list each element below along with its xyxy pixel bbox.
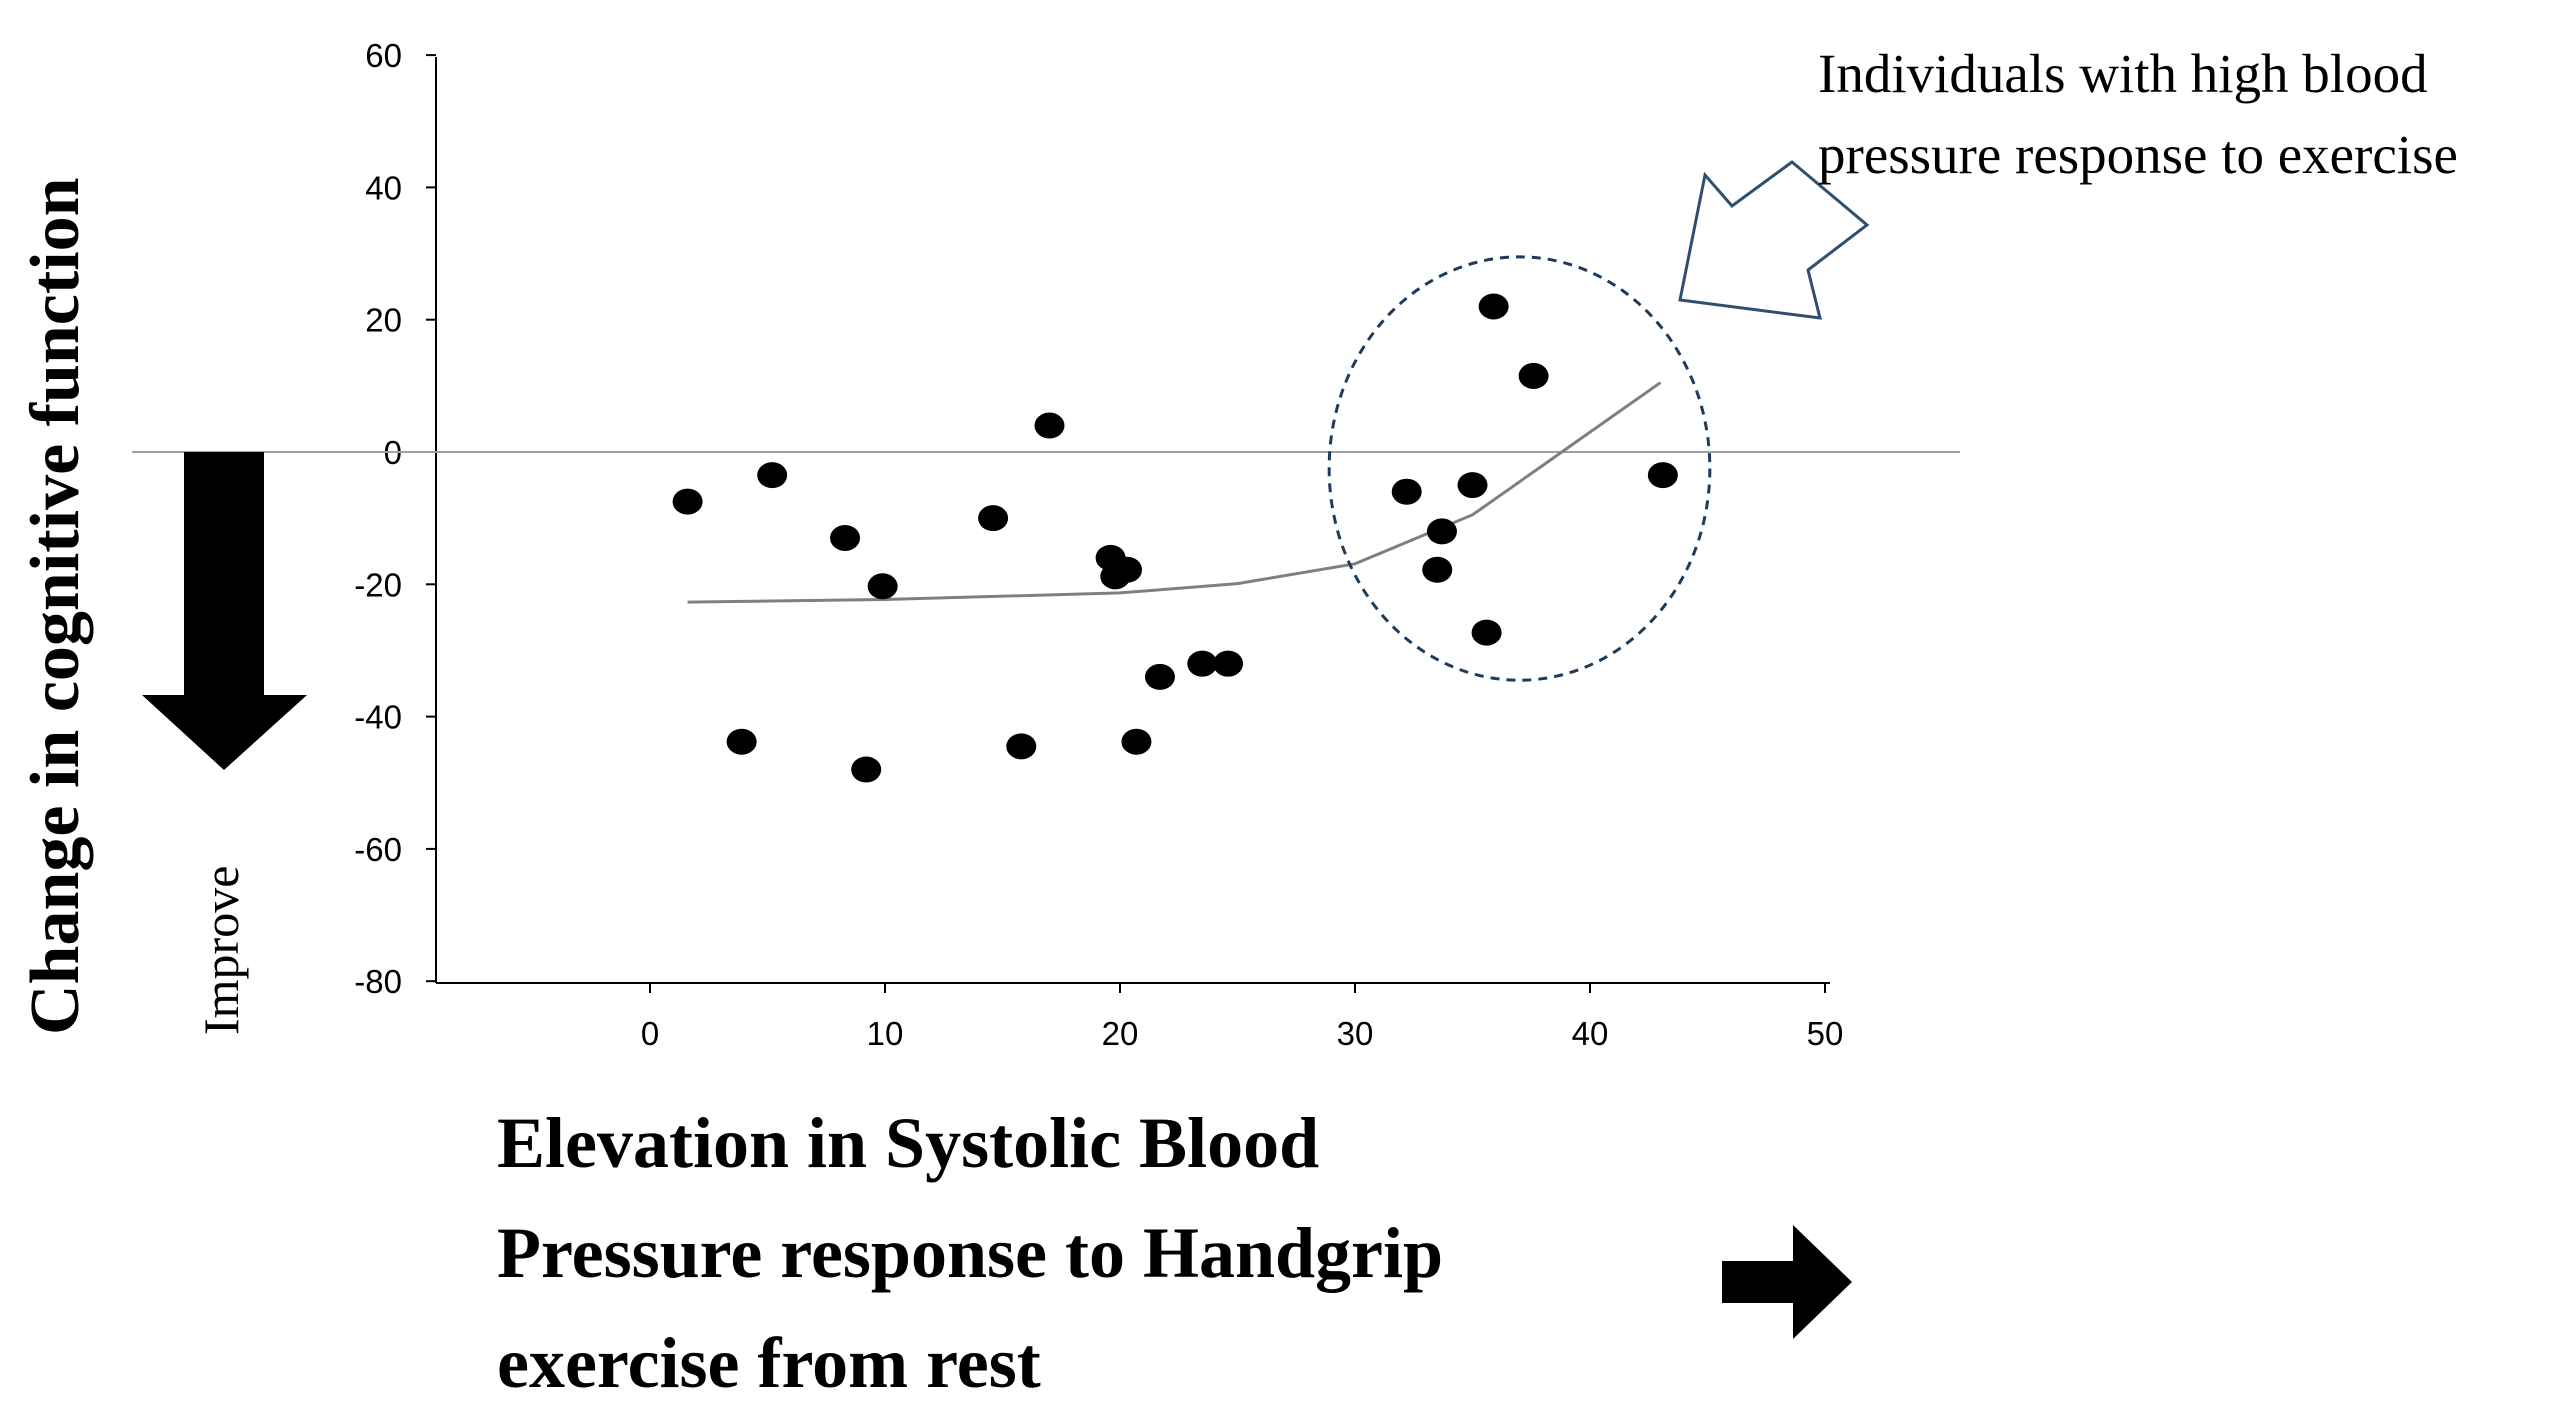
y-tick-label: -20 (354, 566, 402, 603)
data-point (1144, 663, 1175, 690)
callout-line-2: pressure response to exercise (1818, 124, 2458, 185)
data-point (1518, 362, 1549, 389)
x-tick-label: 30 (1337, 1015, 1374, 1052)
x-ticks: 0 10 20 30 40 50 (641, 983, 1844, 1052)
right-arrow-icon (1722, 1225, 1852, 1339)
x-axis-label-line-3: exercise from rest (497, 1323, 1041, 1403)
data-point (1034, 412, 1065, 439)
y-tick-label: -40 (354, 699, 402, 736)
callout-arrow-icon (1678, 160, 1870, 320)
data-point (1426, 518, 1457, 545)
data-point (1457, 472, 1488, 499)
data-point (1006, 733, 1037, 760)
down-arrow-icon (142, 452, 307, 770)
x-tick-label: 40 (1572, 1015, 1609, 1052)
data-point (1213, 650, 1244, 677)
data-point (830, 524, 861, 551)
data-point (851, 756, 882, 783)
trendline (687, 381, 1662, 604)
data-point (672, 488, 703, 515)
data-point (1478, 293, 1509, 320)
data-point (1647, 462, 1678, 489)
data-point (726, 728, 757, 755)
x-tick-label: 0 (641, 1015, 659, 1052)
y-tick-label: -60 (354, 831, 402, 868)
data-points (672, 293, 1678, 783)
callout-line-1: Individuals with high blood (1818, 43, 2428, 104)
highlight-ellipse (1327, 255, 1712, 682)
y-tick-label: 20 (365, 302, 402, 339)
data-point (1471, 619, 1502, 646)
data-point (757, 462, 788, 489)
data-point (978, 505, 1009, 532)
improve-label: Improve (193, 866, 249, 1035)
x-tick-label: 20 (1102, 1015, 1139, 1052)
data-point (1187, 650, 1218, 677)
data-point (867, 573, 898, 600)
data-point (1422, 556, 1453, 583)
x-axis-label-line-2: Pressure response to Handgrip (497, 1213, 1443, 1293)
y-axis-label: Change in cognitive function (17, 177, 94, 1035)
y-tick-label: 40 (365, 169, 402, 206)
data-point (1121, 728, 1152, 755)
y-tick-label: -80 (354, 963, 402, 1000)
data-point (1391, 478, 1422, 505)
x-axis-label-line-1: Elevation in Systolic Blood (497, 1103, 1319, 1183)
data-point (1112, 556, 1143, 583)
x-tick-label: 50 (1807, 1015, 1844, 1052)
y-tick-label: 60 (365, 37, 402, 74)
x-tick-label: 10 (867, 1015, 904, 1052)
